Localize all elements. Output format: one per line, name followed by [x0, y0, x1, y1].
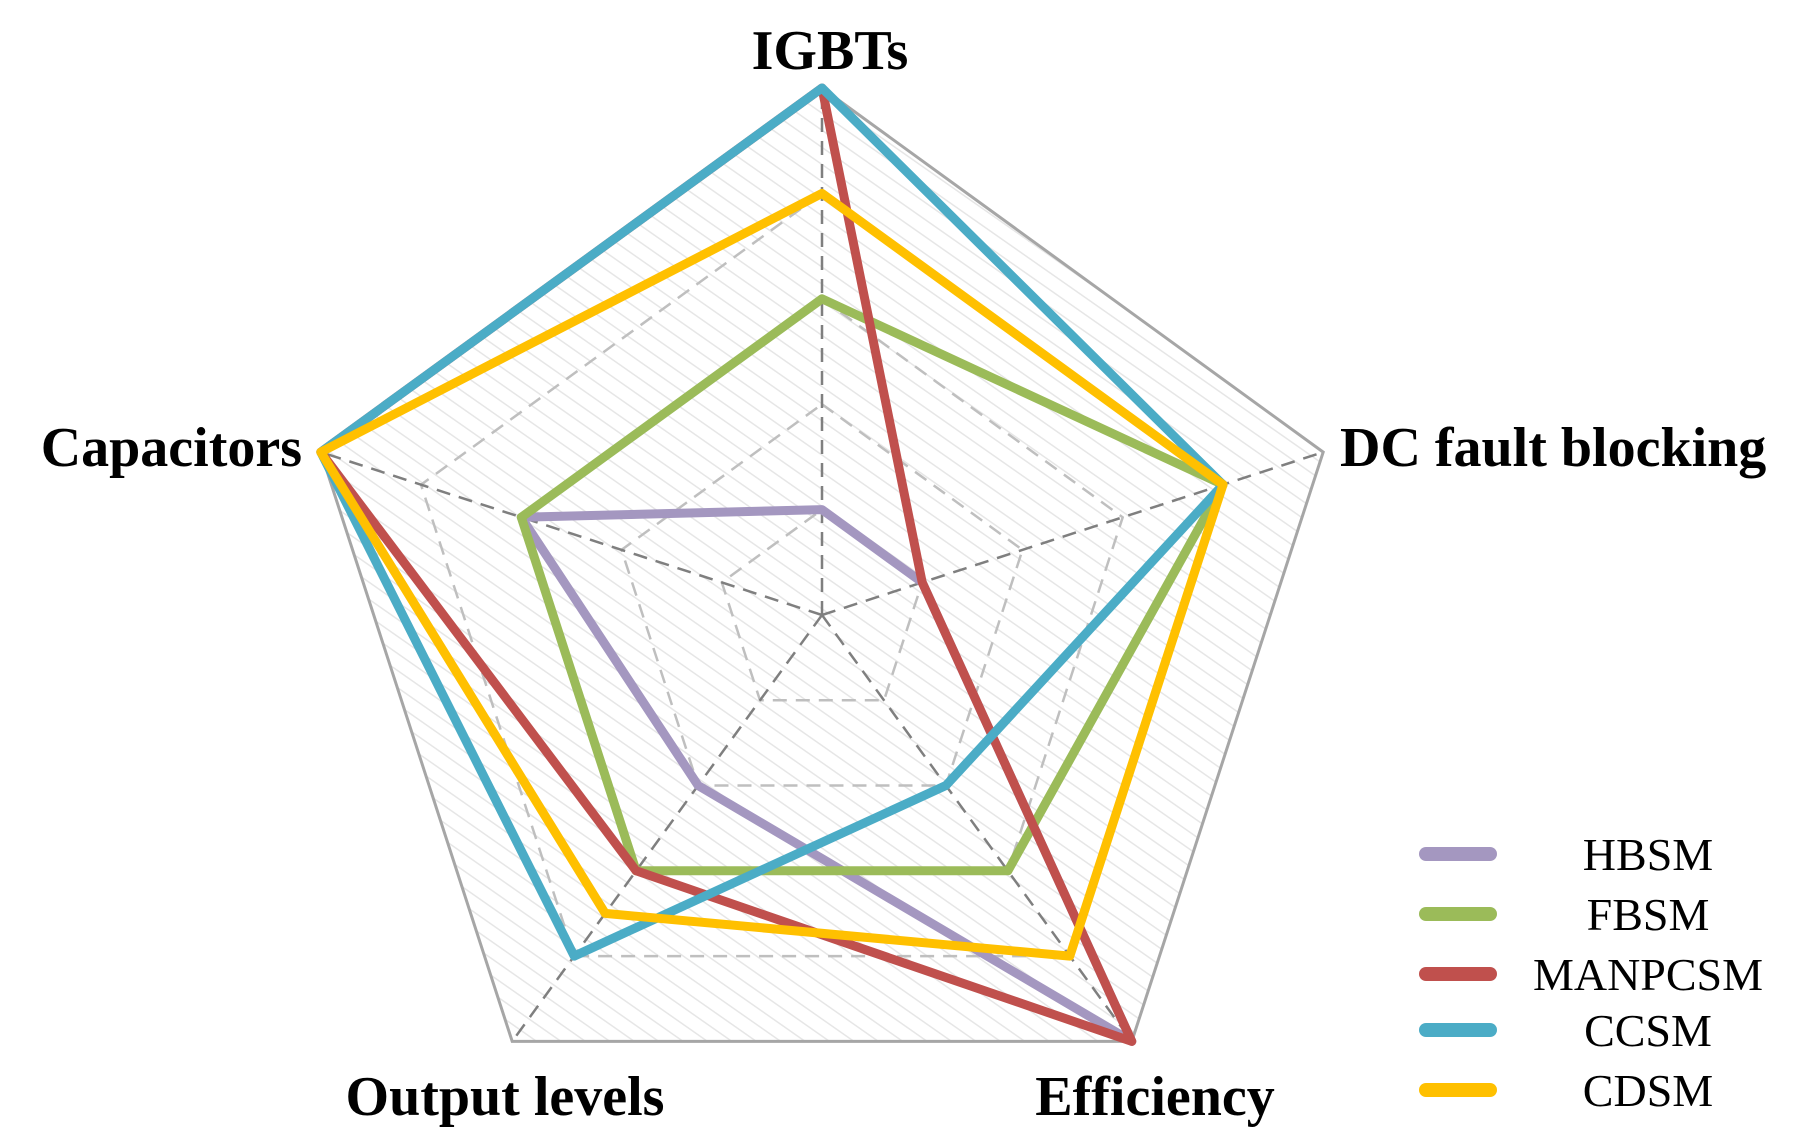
- legend: HBSM FBSM MANPCSM CCSM CDSM: [1426, 829, 1763, 1116]
- radar-chart: IGBTs DC fault blocking Efficiency Outpu…: [0, 0, 1814, 1148]
- legend-label-hbsm: HBSM: [1583, 829, 1713, 880]
- legend-label-ccsm: CCSM: [1584, 1005, 1712, 1056]
- legend-label-fbsm: FBSM: [1587, 889, 1710, 940]
- axis-label-efficiency: Efficiency: [1035, 1066, 1274, 1128]
- legend-label-cdsm: CDSM: [1583, 1065, 1713, 1116]
- axis-label-output-levels: Output levels: [346, 1066, 665, 1128]
- axis-label-igbts: IGBTs: [752, 20, 909, 82]
- legend-label-manpcsm: MANPCSM: [1533, 949, 1763, 1000]
- axis-label-capacitors: Capacitors: [41, 417, 302, 479]
- axis-label-dc-fault-blocking: DC fault blocking: [1340, 417, 1766, 479]
